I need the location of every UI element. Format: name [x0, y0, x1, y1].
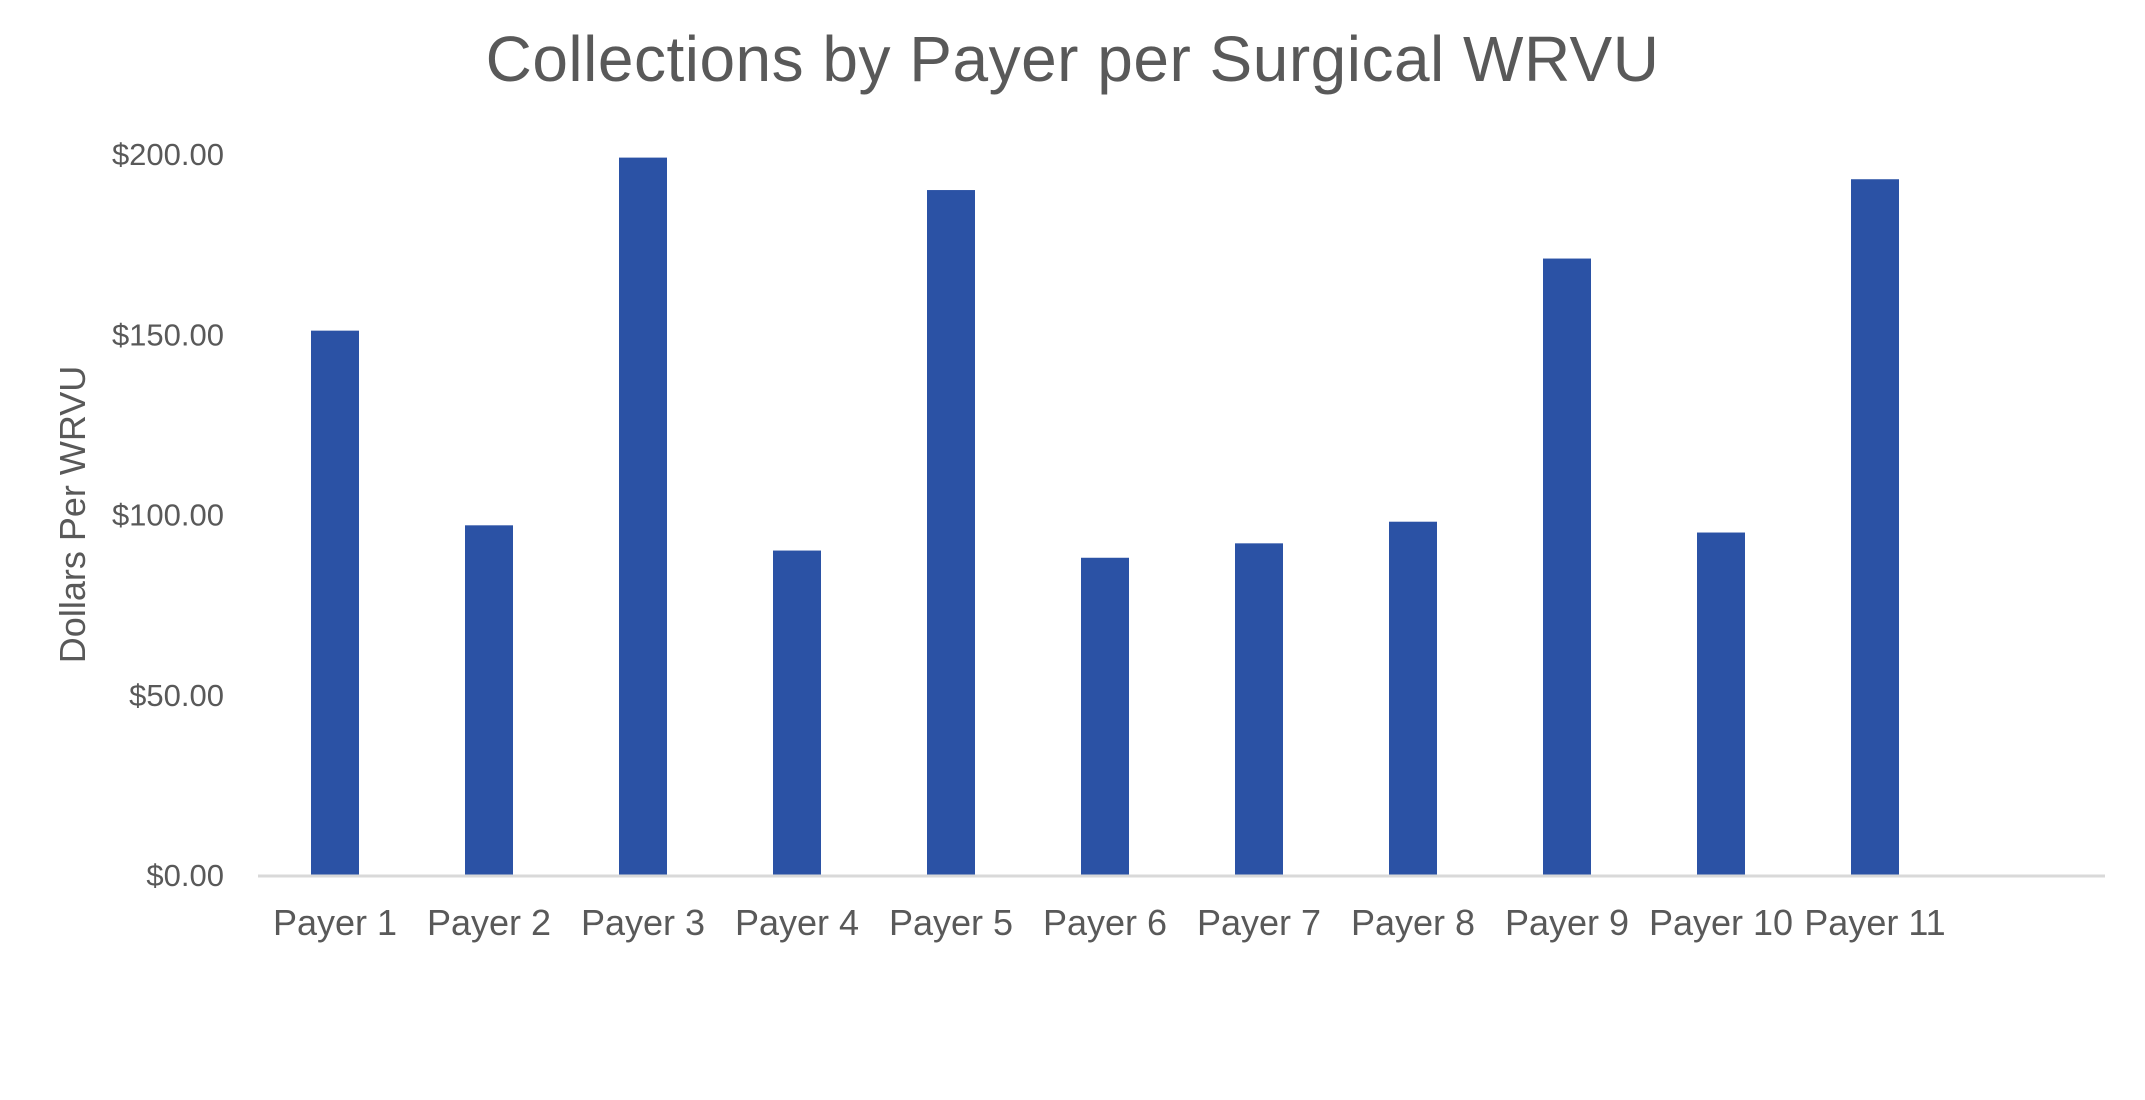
x-tick-label: Payer 6 — [1043, 902, 1167, 943]
bar — [311, 330, 359, 875]
x-tick-label: Payer 2 — [427, 902, 551, 943]
y-axis-title: Dollars Per WRVU — [52, 366, 93, 663]
bar — [619, 157, 667, 876]
x-tick-label: Payer 10 — [1649, 902, 1793, 943]
bar — [927, 190, 975, 876]
x-tick-label: Payer 5 — [889, 902, 1013, 943]
y-tick-label: $150.00 — [112, 317, 224, 352]
bar-series — [311, 157, 1899, 876]
bar — [465, 525, 513, 875]
bar — [773, 550, 821, 875]
x-tick-label: Payer 8 — [1351, 902, 1475, 943]
bar — [1851, 179, 1899, 876]
y-axis-ticks: $0.00 $50.00 $100.00 $150.00 $200.00 — [112, 137, 224, 893]
bar — [1543, 258, 1591, 875]
x-tick-label: Payer 4 — [735, 902, 859, 943]
bar — [1235, 543, 1283, 875]
y-tick-label: $200.00 — [112, 137, 224, 172]
x-axis-labels: Payer 1 Payer 2 Payer 3 Payer 4 Payer 5 Payer… — [273, 902, 1946, 943]
x-tick-label: Payer 7 — [1197, 902, 1321, 943]
y-tick-label: $100.00 — [112, 498, 224, 533]
x-tick-label: Payer 1 — [273, 902, 397, 943]
bar — [1081, 557, 1129, 875]
bar — [1697, 532, 1745, 875]
y-tick-label: $50.00 — [129, 678, 224, 713]
chart-title: Collections by Payer per Surgical WRVU — [485, 23, 1660, 95]
x-tick-label: Payer 3 — [581, 902, 705, 943]
y-tick-label: $0.00 — [146, 858, 224, 893]
x-tick-label: Payer 11 — [1804, 902, 1945, 943]
bar — [1389, 521, 1437, 875]
x-tick-label: Payer 9 — [1505, 902, 1629, 943]
